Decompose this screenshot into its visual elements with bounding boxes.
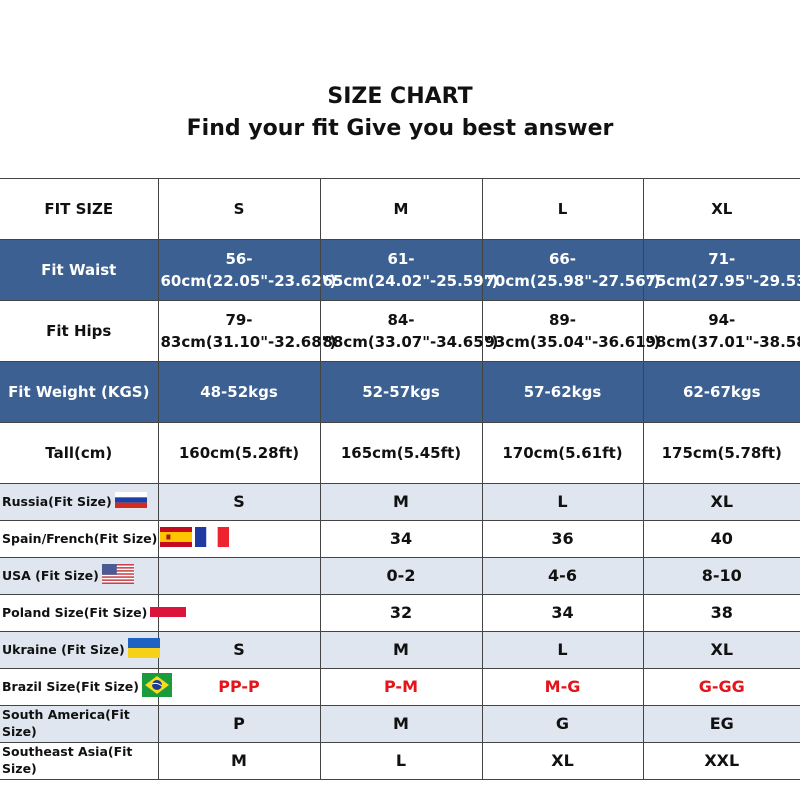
cell: 38	[642, 594, 800, 632]
cell: 34	[481, 594, 644, 632]
row-label: Poland Size(Fit Size)	[0, 594, 187, 632]
header-cell: L	[481, 178, 644, 240]
cell: 170cm(5.61ft)	[481, 422, 644, 484]
usa-flag-icon	[101, 563, 134, 589]
header-cell: M	[319, 178, 483, 240]
table-row: Fit Weight (KGS) 48-52kgs 52-57kgs 57-62…	[0, 361, 800, 423]
cell: 56-60cm(22.05"-23.62")	[157, 239, 336, 301]
cell: 4-6	[481, 557, 644, 595]
cell: L	[481, 631, 644, 669]
cell: P	[157, 705, 321, 743]
france-flag-icon	[195, 526, 230, 552]
cell: PP-P	[157, 668, 321, 706]
row-label: Fit Weight (KGS)	[0, 361, 159, 423]
row-label: Russia(Fit Size)	[0, 483, 159, 521]
table-row: Fit Hips 79-83cm(31.10"-32.68") 84-88cm(…	[0, 300, 800, 362]
cell: 71-75cm(27.95"-29.53")	[642, 239, 800, 301]
cell: M-G	[481, 668, 644, 706]
cell: M	[319, 631, 483, 669]
cell: XXL	[642, 742, 800, 780]
cell: G-GG	[642, 668, 800, 706]
cell: G	[481, 705, 644, 743]
row-label: Brazil Size(Fit Size)	[0, 668, 172, 706]
row-label: Fit Waist	[0, 239, 159, 301]
cell: M	[319, 483, 483, 521]
row-label-text: Poland Size(Fit Size)	[2, 604, 148, 620]
row-label-text: USA (Fit Size)	[2, 567, 99, 583]
size-table: FIT SIZE S M L XL Fit Waist 56-60cm(22.0…	[0, 178, 800, 780]
table-row: Ukraine (Fit Size) S M L XL	[0, 631, 800, 669]
table-row: Southeast Asia(Fit Size) M L XL XXL	[0, 742, 800, 780]
russia-flag-icon	[114, 491, 147, 513]
table-row: South America(Fit Size) P M G EG	[0, 705, 800, 743]
brazil-flag-icon	[141, 672, 172, 702]
cell: 160cm(5.28ft)	[157, 422, 321, 484]
cell: S	[157, 631, 321, 669]
cell: XL	[642, 483, 800, 521]
cell: L	[481, 483, 644, 521]
cell: 89-93cm(35.04"-36.61")	[481, 300, 660, 362]
row-label-text: Spain/French(Fit Size)	[2, 530, 158, 546]
row-label: Spain/French(Fit Size)	[0, 520, 230, 558]
row-label: USA (Fit Size)	[0, 557, 159, 595]
cell: 40	[642, 520, 800, 558]
cell: 62-67kgs	[642, 361, 800, 423]
header-cell: XL	[642, 178, 800, 240]
header-row: FIT SIZE S M L XL	[0, 178, 800, 240]
cell: 0-2	[319, 557, 483, 595]
poland-flag-icon	[150, 605, 187, 622]
chart-title: SIZE CHART	[327, 84, 473, 109]
chart-subtitle: Find your fit Give you best answer	[186, 116, 614, 141]
cell: 36	[481, 520, 644, 558]
spain-flag-icon	[160, 526, 193, 552]
cell: L	[319, 742, 483, 780]
cell: 94-98cm(37.01"-38.58")	[642, 300, 800, 362]
row-label-text: Ukraine (Fit Size)	[2, 641, 125, 657]
cell: M	[157, 742, 321, 780]
cell: EG	[642, 705, 800, 743]
row-label-text: Brazil Size(Fit Size)	[2, 678, 139, 694]
cell: S	[157, 483, 321, 521]
table-row: Russia(Fit Size) S M L XL	[0, 483, 800, 521]
cell: P-M	[319, 668, 483, 706]
row-label: Tall(cm)	[0, 422, 159, 484]
cell: 66-70cm(25.98"-27.56")	[481, 239, 660, 301]
ukraine-flag-icon	[127, 637, 160, 663]
table-row: Spain/French(Fit Size) 34 36 40	[0, 520, 800, 558]
cell: 34	[319, 520, 483, 558]
cell: 79-83cm(31.10"-32.68")	[157, 300, 336, 362]
cell	[157, 557, 321, 595]
row-label-text: South America(Fit Size)	[2, 707, 130, 739]
header-cell: S	[157, 178, 321, 240]
row-label-text: Russia(Fit Size)	[2, 493, 112, 509]
table-row: USA (Fit Size) 0-2 4-6 8-10	[0, 557, 800, 595]
cell: 57-62kgs	[481, 361, 644, 423]
cell: M	[319, 705, 483, 743]
cell: 165cm(5.45ft)	[319, 422, 483, 484]
cell: 61-65cm(24.02"-25.59")	[319, 239, 498, 301]
cell: 32	[319, 594, 483, 632]
cell: 8-10	[642, 557, 800, 595]
row-label: Southeast Asia(Fit Size)	[0, 742, 159, 780]
cell: 175cm(5.78ft)	[642, 422, 800, 484]
row-label: Fit Hips	[0, 300, 159, 362]
cell: 52-57kgs	[319, 361, 483, 423]
cell: 48-52kgs	[157, 361, 321, 423]
header-cell: FIT SIZE	[0, 178, 159, 240]
table-row: Fit Waist 56-60cm(22.05"-23.62") 61-65cm…	[0, 239, 800, 301]
cell: XL	[642, 631, 800, 669]
row-label: Ukraine (Fit Size)	[0, 631, 160, 669]
table-row: Brazil Size(Fit Size) PP-P P-M M-G G-GG	[0, 668, 800, 706]
table-row: Poland Size(Fit Size) 32 34 38	[0, 594, 800, 632]
row-label-text: Southeast Asia(Fit Size)	[2, 744, 133, 776]
cell: 84-88cm(33.07"-34.65")	[319, 300, 498, 362]
cell: XL	[481, 742, 644, 780]
table-row: Tall(cm) 160cm(5.28ft) 165cm(5.45ft) 170…	[0, 422, 800, 484]
row-label: South America(Fit Size)	[0, 705, 159, 743]
